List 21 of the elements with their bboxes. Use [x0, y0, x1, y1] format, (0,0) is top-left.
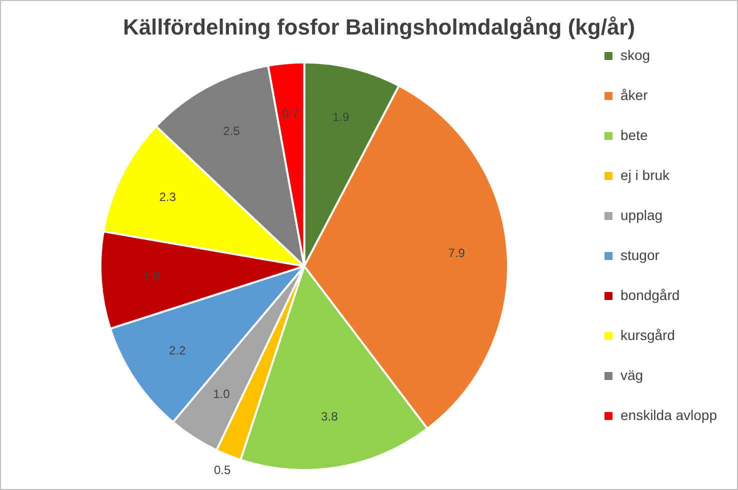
legend-label: ej i bruk: [620, 166, 671, 183]
data-label: 1.9: [143, 269, 160, 284]
legend-label: åker: [620, 86, 648, 103]
data-label: 2.5: [223, 124, 240, 138]
data-label: 2.3: [159, 190, 176, 204]
legend-label: upplag: [620, 206, 663, 223]
data-label: 3.8: [321, 409, 338, 424]
data-label: 0.7: [282, 106, 300, 120]
data-label: 2.2: [169, 344, 186, 358]
data-label: 0.5: [214, 462, 231, 477]
legend-label: stugor: [620, 246, 660, 263]
data-label: 7.9: [448, 246, 466, 260]
legend-label: väg: [620, 366, 644, 383]
legend-label: bete: [620, 126, 648, 143]
legend-label: kursgård: [620, 326, 675, 343]
data-label: 1.9: [332, 110, 350, 124]
data-label: 1.0: [213, 387, 230, 401]
legend-label: bondgård: [620, 286, 680, 303]
legend-label: enskilda avlopp: [620, 406, 718, 423]
chart-title: Källfördelning fosfor Balingsholmdalgång (kg/år): [122, 14, 636, 40]
legend-label: skog: [620, 46, 650, 63]
